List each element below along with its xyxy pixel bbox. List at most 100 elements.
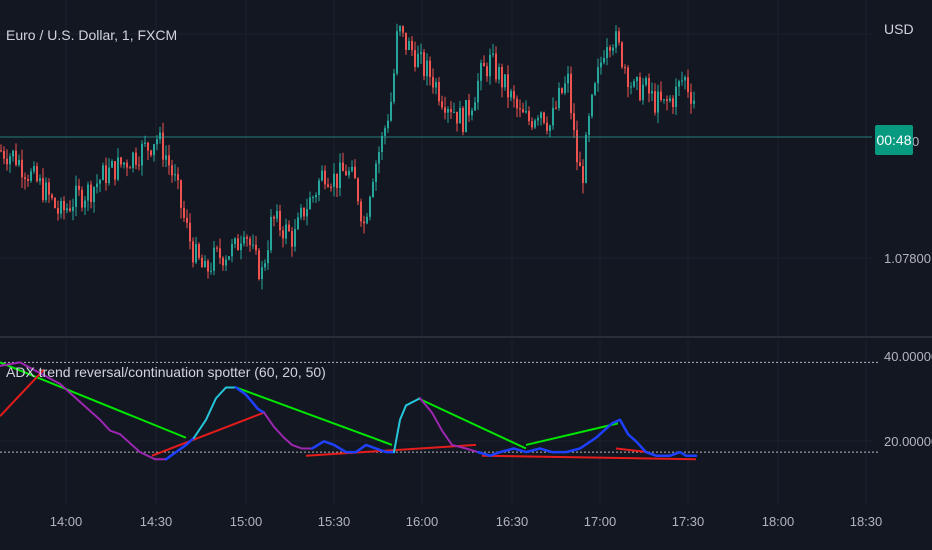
time-tick-label: 17:30 bbox=[672, 514, 705, 529]
candle-body bbox=[330, 186, 332, 188]
candle-body bbox=[312, 197, 314, 199]
candle-body bbox=[255, 244, 257, 251]
candle-body bbox=[654, 91, 656, 113]
candle-body bbox=[426, 60, 428, 77]
candle-body bbox=[168, 155, 170, 166]
candle-body bbox=[684, 77, 686, 81]
candle-body bbox=[69, 208, 71, 211]
candle-body bbox=[54, 197, 56, 209]
price-tick-label: 1.07800 bbox=[884, 251, 931, 266]
candle-body bbox=[132, 152, 134, 168]
candle-body bbox=[450, 108, 452, 113]
candle-body bbox=[120, 157, 122, 165]
candle-body bbox=[96, 183, 98, 188]
candle-body bbox=[6, 158, 8, 165]
candle-body bbox=[327, 184, 329, 187]
candle-body bbox=[648, 77, 650, 94]
adx-rising-segment bbox=[393, 397, 421, 454]
candle-body bbox=[570, 73, 572, 114]
candle-body bbox=[216, 247, 218, 249]
candle-body bbox=[63, 200, 65, 211]
candle-body bbox=[18, 159, 20, 165]
candle-body bbox=[630, 86, 632, 88]
candle-body bbox=[300, 207, 302, 218]
candle-body bbox=[657, 91, 659, 113]
candle-body bbox=[600, 62, 602, 68]
candle-body bbox=[192, 241, 194, 263]
price-panel-title: Euro / U.S. Dollar, 1, FXCM bbox=[6, 27, 177, 43]
trend-line-down bbox=[305, 443, 477, 457]
candle-body bbox=[387, 120, 389, 129]
candle-body bbox=[180, 180, 182, 208]
candle-body bbox=[597, 67, 599, 84]
candle-body bbox=[462, 107, 464, 133]
adx-rising-segment bbox=[193, 386, 237, 439]
candle-body bbox=[72, 206, 74, 211]
partial-price-tick: 0 bbox=[912, 134, 919, 149]
candle-body bbox=[558, 88, 560, 109]
candle-body bbox=[240, 243, 242, 251]
candle-body bbox=[66, 208, 68, 211]
candle-body bbox=[480, 62, 482, 81]
candle-body bbox=[348, 170, 350, 176]
candle-body bbox=[261, 267, 263, 280]
time-axis[interactable]: 14:00 14:30 15:00 15:30 16:00 16:30 17:00 17:30… bbox=[50, 514, 883, 529]
trend-line-down bbox=[481, 454, 697, 461]
candle-body bbox=[660, 91, 662, 100]
candle-body bbox=[99, 180, 101, 184]
candle-body bbox=[15, 150, 17, 165]
candle-body bbox=[60, 200, 62, 214]
candle-body bbox=[393, 73, 395, 102]
adx-flat-segment bbox=[234, 386, 266, 414]
candle-body bbox=[636, 77, 638, 82]
candle-body bbox=[174, 174, 176, 176]
candle-body bbox=[645, 77, 647, 85]
candle-body bbox=[171, 165, 173, 176]
candle-body bbox=[117, 157, 119, 180]
candle-body bbox=[456, 111, 458, 124]
candle-body bbox=[246, 236, 248, 239]
candle-body bbox=[273, 216, 275, 219]
candle-body bbox=[624, 67, 626, 69]
candle-body bbox=[510, 91, 512, 98]
candle-body bbox=[444, 107, 446, 113]
candle-body bbox=[237, 238, 239, 251]
candle-body bbox=[357, 178, 359, 202]
candle-body bbox=[489, 54, 491, 77]
candle-body bbox=[231, 243, 233, 257]
trend-line-up bbox=[0, 361, 187, 439]
candle-body bbox=[507, 74, 509, 98]
time-tick-label: 18:00 bbox=[762, 514, 795, 529]
candle-body bbox=[9, 156, 11, 165]
candle-body bbox=[468, 99, 470, 116]
candle-body bbox=[204, 260, 206, 268]
candle-body bbox=[672, 98, 674, 107]
candle-body bbox=[552, 107, 554, 126]
candle-body bbox=[123, 162, 125, 165]
time-tick-label: 18:30 bbox=[850, 514, 883, 529]
candle-body bbox=[198, 244, 200, 258]
candle-body bbox=[435, 82, 437, 88]
candle-body bbox=[528, 111, 530, 122]
candle-body bbox=[3, 151, 5, 159]
candle-body bbox=[417, 53, 419, 67]
candle-body bbox=[195, 244, 197, 263]
candle-body bbox=[516, 98, 518, 109]
candle-body bbox=[162, 132, 164, 160]
candle-body bbox=[351, 166, 353, 171]
candle-body bbox=[585, 134, 587, 183]
candle-body bbox=[45, 182, 47, 201]
candle-body bbox=[399, 26, 401, 32]
candle-body bbox=[78, 185, 80, 190]
adx-flat-segment bbox=[310, 440, 396, 454]
price-candles[interactable] bbox=[0, 23, 695, 290]
candle-body bbox=[678, 81, 680, 87]
candle-body bbox=[492, 53, 494, 55]
time-tick-label: 17:00 bbox=[584, 514, 617, 529]
trend-line-up bbox=[417, 397, 527, 450]
time-tick-label: 15:00 bbox=[230, 514, 263, 529]
candle-body bbox=[465, 99, 467, 133]
candle-body bbox=[0, 150, 2, 152]
candle-body bbox=[564, 83, 566, 94]
candle-body bbox=[165, 155, 167, 160]
